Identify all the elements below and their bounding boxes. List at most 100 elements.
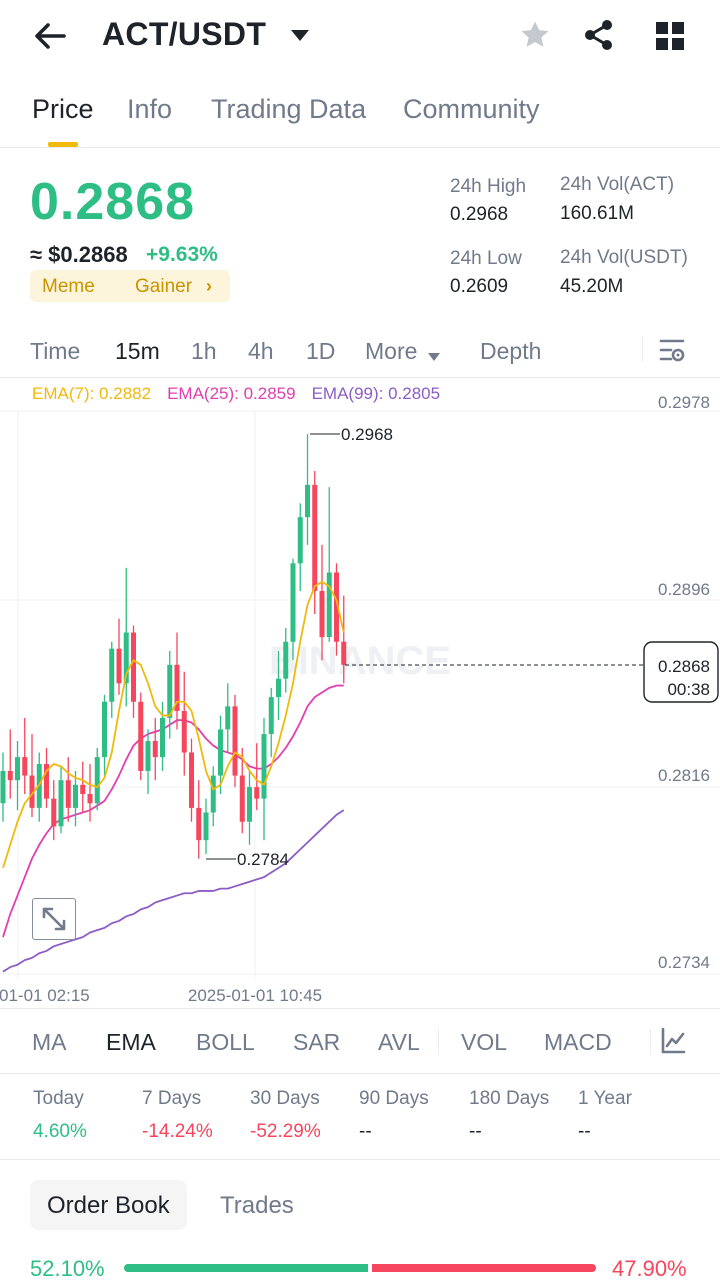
buy-ratio-bar: [124, 1264, 368, 1272]
indicator-ma[interactable]: MA: [32, 1029, 67, 1055]
candle-up: [102, 701, 107, 758]
candle-down: [239, 775, 245, 822]
ema99-line: [2, 809, 345, 973]
interval-more[interactable]: More: [365, 338, 418, 364]
candle-up: [290, 563, 296, 642]
ema-legend: EMA(7): 0.2882 EMA(25): 0.2859 EMA(99): 0.…: [32, 384, 456, 404]
orderbook-tabs: Order Book Trades: [0, 1180, 720, 1234]
candle-up: [297, 517, 303, 564]
top-bar: ACT/USDT: [0, 0, 720, 72]
caret-down-icon[interactable]: [288, 26, 312, 46]
interval-depth[interactable]: Depth: [480, 338, 542, 364]
indicator-boll[interactable]: BOLL: [196, 1029, 255, 1055]
share-icon[interactable]: [582, 18, 616, 52]
tag-meme[interactable]: Meme: [42, 276, 95, 297]
candle-up: [276, 678, 281, 698]
indicator-sar[interactable]: SAR: [293, 1029, 341, 1055]
chart-canvas[interactable]: BINANCE 0.2868 00:38 0.2968 0.2784 0.297…: [0, 378, 720, 1006]
last-price: 0.2868: [30, 173, 196, 231]
interval-15m[interactable]: 15m: [115, 338, 160, 364]
candle-down: [7, 770, 13, 781]
candle-up: [123, 632, 129, 684]
candle-up: [225, 706, 231, 730]
x-tick: 01-01 02:15: [0, 986, 90, 1005]
candle-up: [145, 740, 151, 771]
tag-group[interactable]: Meme Gainer ›: [30, 270, 230, 302]
vol-base-value: 160.61M: [560, 203, 634, 224]
tab-price[interactable]: Price: [32, 94, 94, 124]
pair-title[interactable]: ACT/USDT: [102, 16, 267, 52]
divider: [438, 1029, 439, 1055]
indicator-avl[interactable]: AVL: [378, 1029, 420, 1055]
indicator-ema[interactable]: EMA: [106, 1029, 156, 1055]
candle-up: [210, 775, 216, 813]
low-value: 0.2609: [450, 276, 509, 297]
candle-down: [181, 710, 187, 753]
candle-down: [22, 757, 28, 776]
candle-up: [58, 780, 64, 827]
candle-down: [65, 780, 71, 808]
perf-label-90d: 90 Days: [359, 1088, 429, 1109]
active-tab-indicator: [48, 142, 78, 147]
high-marker-label: 0.2968: [341, 425, 393, 444]
candle-down: [334, 572, 339, 642]
current-price-label: 0.2868: [658, 657, 710, 676]
sell-ratio-bar: [372, 1264, 596, 1272]
interval-1d[interactable]: 1D: [306, 338, 336, 364]
indicator-settings-icon[interactable]: [660, 1027, 686, 1055]
y-tick: 0.2734: [658, 953, 710, 972]
candle-down: [196, 807, 202, 841]
tab-trades[interactable]: Trades: [220, 1192, 294, 1219]
candle-up: [218, 729, 223, 776]
tag-gainer[interactable]: Gainer: [135, 276, 193, 297]
current-price-box: [643, 641, 719, 703]
indicator-vol[interactable]: VOL: [461, 1029, 508, 1055]
candle-down: [319, 590, 325, 638]
interval-4h[interactable]: 4h: [248, 338, 274, 364]
candle-down: [254, 787, 260, 799]
candle-down: [312, 484, 318, 591]
tab-order-book[interactable]: Order Book: [30, 1180, 187, 1230]
tab-trading-data[interactable]: Trading Data: [211, 94, 367, 124]
expand-icon[interactable]: [32, 898, 76, 940]
tab-community[interactable]: Community: [403, 94, 540, 124]
candle-up: [268, 697, 274, 735]
perf-label-180d: 180 Days: [469, 1088, 550, 1109]
candle-up: [94, 757, 100, 804]
vol-base-label: 24h Vol(ACT): [560, 174, 675, 195]
candle-up: [261, 734, 267, 799]
candle-down: [174, 664, 180, 711]
candle-up: [283, 641, 289, 679]
perf-value-90d: --: [359, 1121, 372, 1142]
caret-down-icon[interactable]: [428, 348, 440, 361]
chevron-right-icon[interactable]: ›: [206, 276, 212, 296]
candle-up: [109, 648, 115, 702]
chart-settings-icon[interactable]: [658, 336, 686, 364]
interval-time[interactable]: Time: [30, 338, 81, 364]
candle-up: [326, 572, 332, 638]
perf-value-1y: --: [578, 1121, 591, 1142]
candle-down: [116, 648, 122, 684]
tab-order-book-label[interactable]: Order Book: [47, 1192, 170, 1219]
grid-icon[interactable]: [654, 20, 686, 52]
star-icon[interactable]: [518, 18, 552, 52]
perf-value-today: 4.60%: [33, 1121, 87, 1142]
candle-down: [80, 784, 86, 795]
high-value: 0.2968: [450, 204, 509, 225]
change-percent: +9.63%: [146, 243, 218, 266]
ema7-label: EMA(7): 0.2882: [32, 384, 152, 403]
page-tabs: Price Info Trading Data Community: [0, 82, 720, 148]
back-arrow-icon[interactable]: [30, 18, 70, 54]
candlestick-chart[interactable]: BINANCE 0.2868 00:38 0.2968 0.2784 0.297…: [0, 378, 720, 1006]
vol-quote-value: 45.20M: [560, 276, 624, 297]
candle-up: [73, 784, 78, 808]
y-tick: 0.2896: [658, 580, 710, 599]
tab-info[interactable]: Info: [127, 94, 173, 124]
ema99-label: EMA(99): 0.2805: [311, 384, 441, 403]
perf-label-7d: 7 Days: [142, 1088, 202, 1109]
vol-quote-label: 24h Vol(USDT): [560, 247, 688, 268]
candle-down: [51, 798, 57, 827]
interval-1h[interactable]: 1h: [191, 338, 217, 364]
low-marker-label: 0.2784: [237, 850, 289, 869]
indicator-macd[interactable]: MACD: [544, 1029, 612, 1055]
